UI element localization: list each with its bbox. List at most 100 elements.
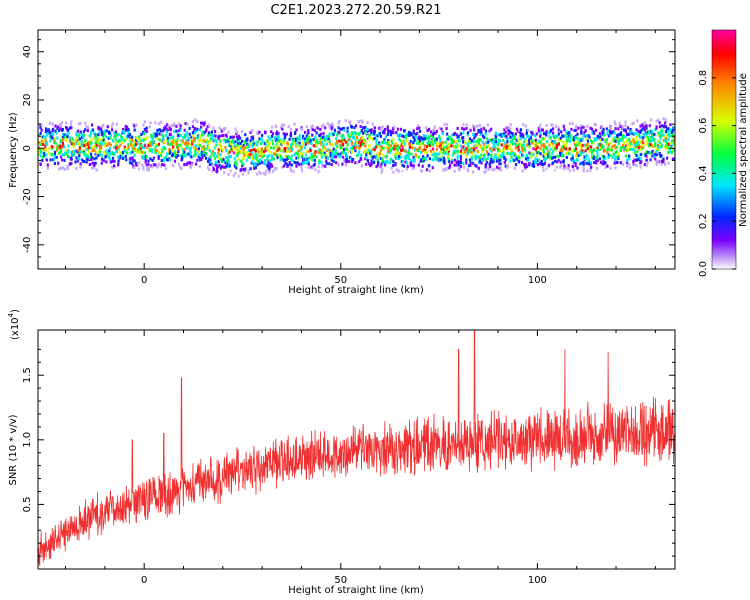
spectrogram-cell (302, 172, 305, 176)
spectrogram-cell (571, 137, 574, 141)
spectrogram-cell (497, 157, 500, 161)
spectrogram-cell (568, 135, 571, 139)
spectrogram-cell (428, 169, 431, 173)
spectrogram-cell (194, 147, 198, 151)
spectrogram-cell (335, 137, 338, 141)
spectrogram-cell (503, 155, 506, 159)
spectrogram-cell (443, 161, 446, 165)
spectrogram-cell (365, 127, 368, 131)
spectrogram-cell (200, 125, 203, 129)
spectrogram-cell (645, 124, 648, 128)
spectrogram-cell (541, 137, 544, 141)
spectrogram-cell (354, 124, 358, 128)
spectrogram-cell (233, 116, 236, 120)
spectrogram-cell (395, 141, 398, 145)
spectrogram-cell (652, 138, 656, 142)
spectrogram-cell (357, 132, 361, 136)
spectrogram-cell (95, 137, 98, 141)
spectrogram-cell (395, 146, 398, 150)
spectrogram-cell (418, 129, 422, 133)
spectrogram-cell (235, 130, 239, 134)
spectrogram-cell (466, 152, 469, 156)
spectrogram-cell (636, 149, 639, 153)
colorbar-tick-label: 0.8 (698, 70, 709, 86)
spectrogram-cell (659, 131, 662, 135)
spectrogram-cell (212, 138, 216, 142)
spectrogram-cell (410, 152, 413, 156)
snr-xlabel: Height of straight line (km) (288, 585, 424, 596)
spectrogram-cell (436, 143, 439, 147)
spectrogram-cell (295, 128, 298, 132)
spectrogram-cell (67, 150, 70, 154)
spectrogram-cell (664, 136, 668, 140)
spectrogram-cell (330, 158, 333, 162)
spectrogram-cell (41, 135, 45, 139)
spectrogram-cell (558, 151, 562, 155)
spectrogram-cell (407, 182, 411, 186)
spectrogram-cell (396, 149, 400, 153)
spectrogram-cell (513, 141, 516, 145)
spectrogram-cell (271, 139, 274, 143)
spectrogram-cell (262, 149, 266, 153)
spectrogram-cell (413, 159, 416, 163)
spectrogram-cell (275, 130, 279, 134)
spectrogram-cell (209, 137, 212, 141)
spectrogram-cell (488, 129, 491, 133)
spectrogram-cell (322, 143, 325, 147)
spectrogram-cell (485, 150, 489, 154)
spectrogram-cell (127, 147, 130, 151)
spectrogram-cell (138, 161, 141, 165)
spectrogram-cell (484, 169, 487, 173)
spectrogram-cell (166, 136, 170, 140)
spectrogram-cell (576, 126, 579, 130)
spectrogram-cell (135, 138, 138, 142)
spectrogram-cell (271, 134, 274, 138)
spectrogram-cell (276, 122, 279, 126)
spectrogram-cell (434, 131, 437, 135)
spectrogram-cell (541, 149, 544, 153)
spectrogram-cell (453, 163, 456, 167)
spectrogram-cell (184, 107, 187, 111)
spectrogram-cell (576, 143, 579, 147)
spectrogram-cell (75, 142, 78, 146)
spectrogram-cell (320, 140, 324, 144)
spectrogram-cell (115, 148, 118, 152)
spectrogram-cell (397, 169, 401, 173)
spectrogram-cell (300, 127, 304, 131)
spectrogram-cell (260, 137, 264, 141)
spectrogram-cell (181, 113, 185, 117)
spectrogram-cell (313, 152, 316, 156)
spectrogram-cell (431, 147, 435, 151)
spectrogram-cell (275, 153, 279, 157)
spectrogram-cell (636, 119, 639, 123)
spectrogram-cell (479, 138, 482, 142)
spectrogram-cell (208, 145, 211, 149)
spectrogram-cell (105, 116, 108, 120)
spectrogram-cell (661, 129, 664, 133)
spectrogram-cell (273, 136, 277, 140)
spectrogram-cell (435, 148, 438, 152)
spectrogram-cell (484, 165, 487, 169)
spectrogram-cell (143, 151, 146, 155)
spectrogram-cell (411, 143, 414, 147)
spectrogram-cell (153, 163, 156, 167)
spectrogram-cell (61, 121, 64, 125)
spectrogram-cell (81, 142, 84, 146)
spectrogram-cell (154, 134, 157, 138)
spectrogram-cell (492, 139, 495, 143)
spectrogram-cell (462, 135, 465, 139)
spectrogram-cell (144, 158, 147, 162)
spectrogram-cell (268, 159, 272, 163)
spectrogram-cell (400, 141, 403, 145)
spectrogram-cell (251, 160, 254, 164)
spectrogram-cell (304, 140, 307, 144)
spectrogram-cell (69, 123, 72, 127)
spectrogram-cell (456, 126, 459, 130)
spectrogram-cell (653, 165, 656, 169)
spectrogram-cell (580, 138, 583, 142)
spectrogram-cell (205, 146, 208, 150)
spectrogram-cell (633, 149, 636, 153)
spectrogram-cell (525, 165, 528, 169)
spectrogram-cell (298, 134, 301, 138)
spectrogram-cell (640, 160, 643, 164)
